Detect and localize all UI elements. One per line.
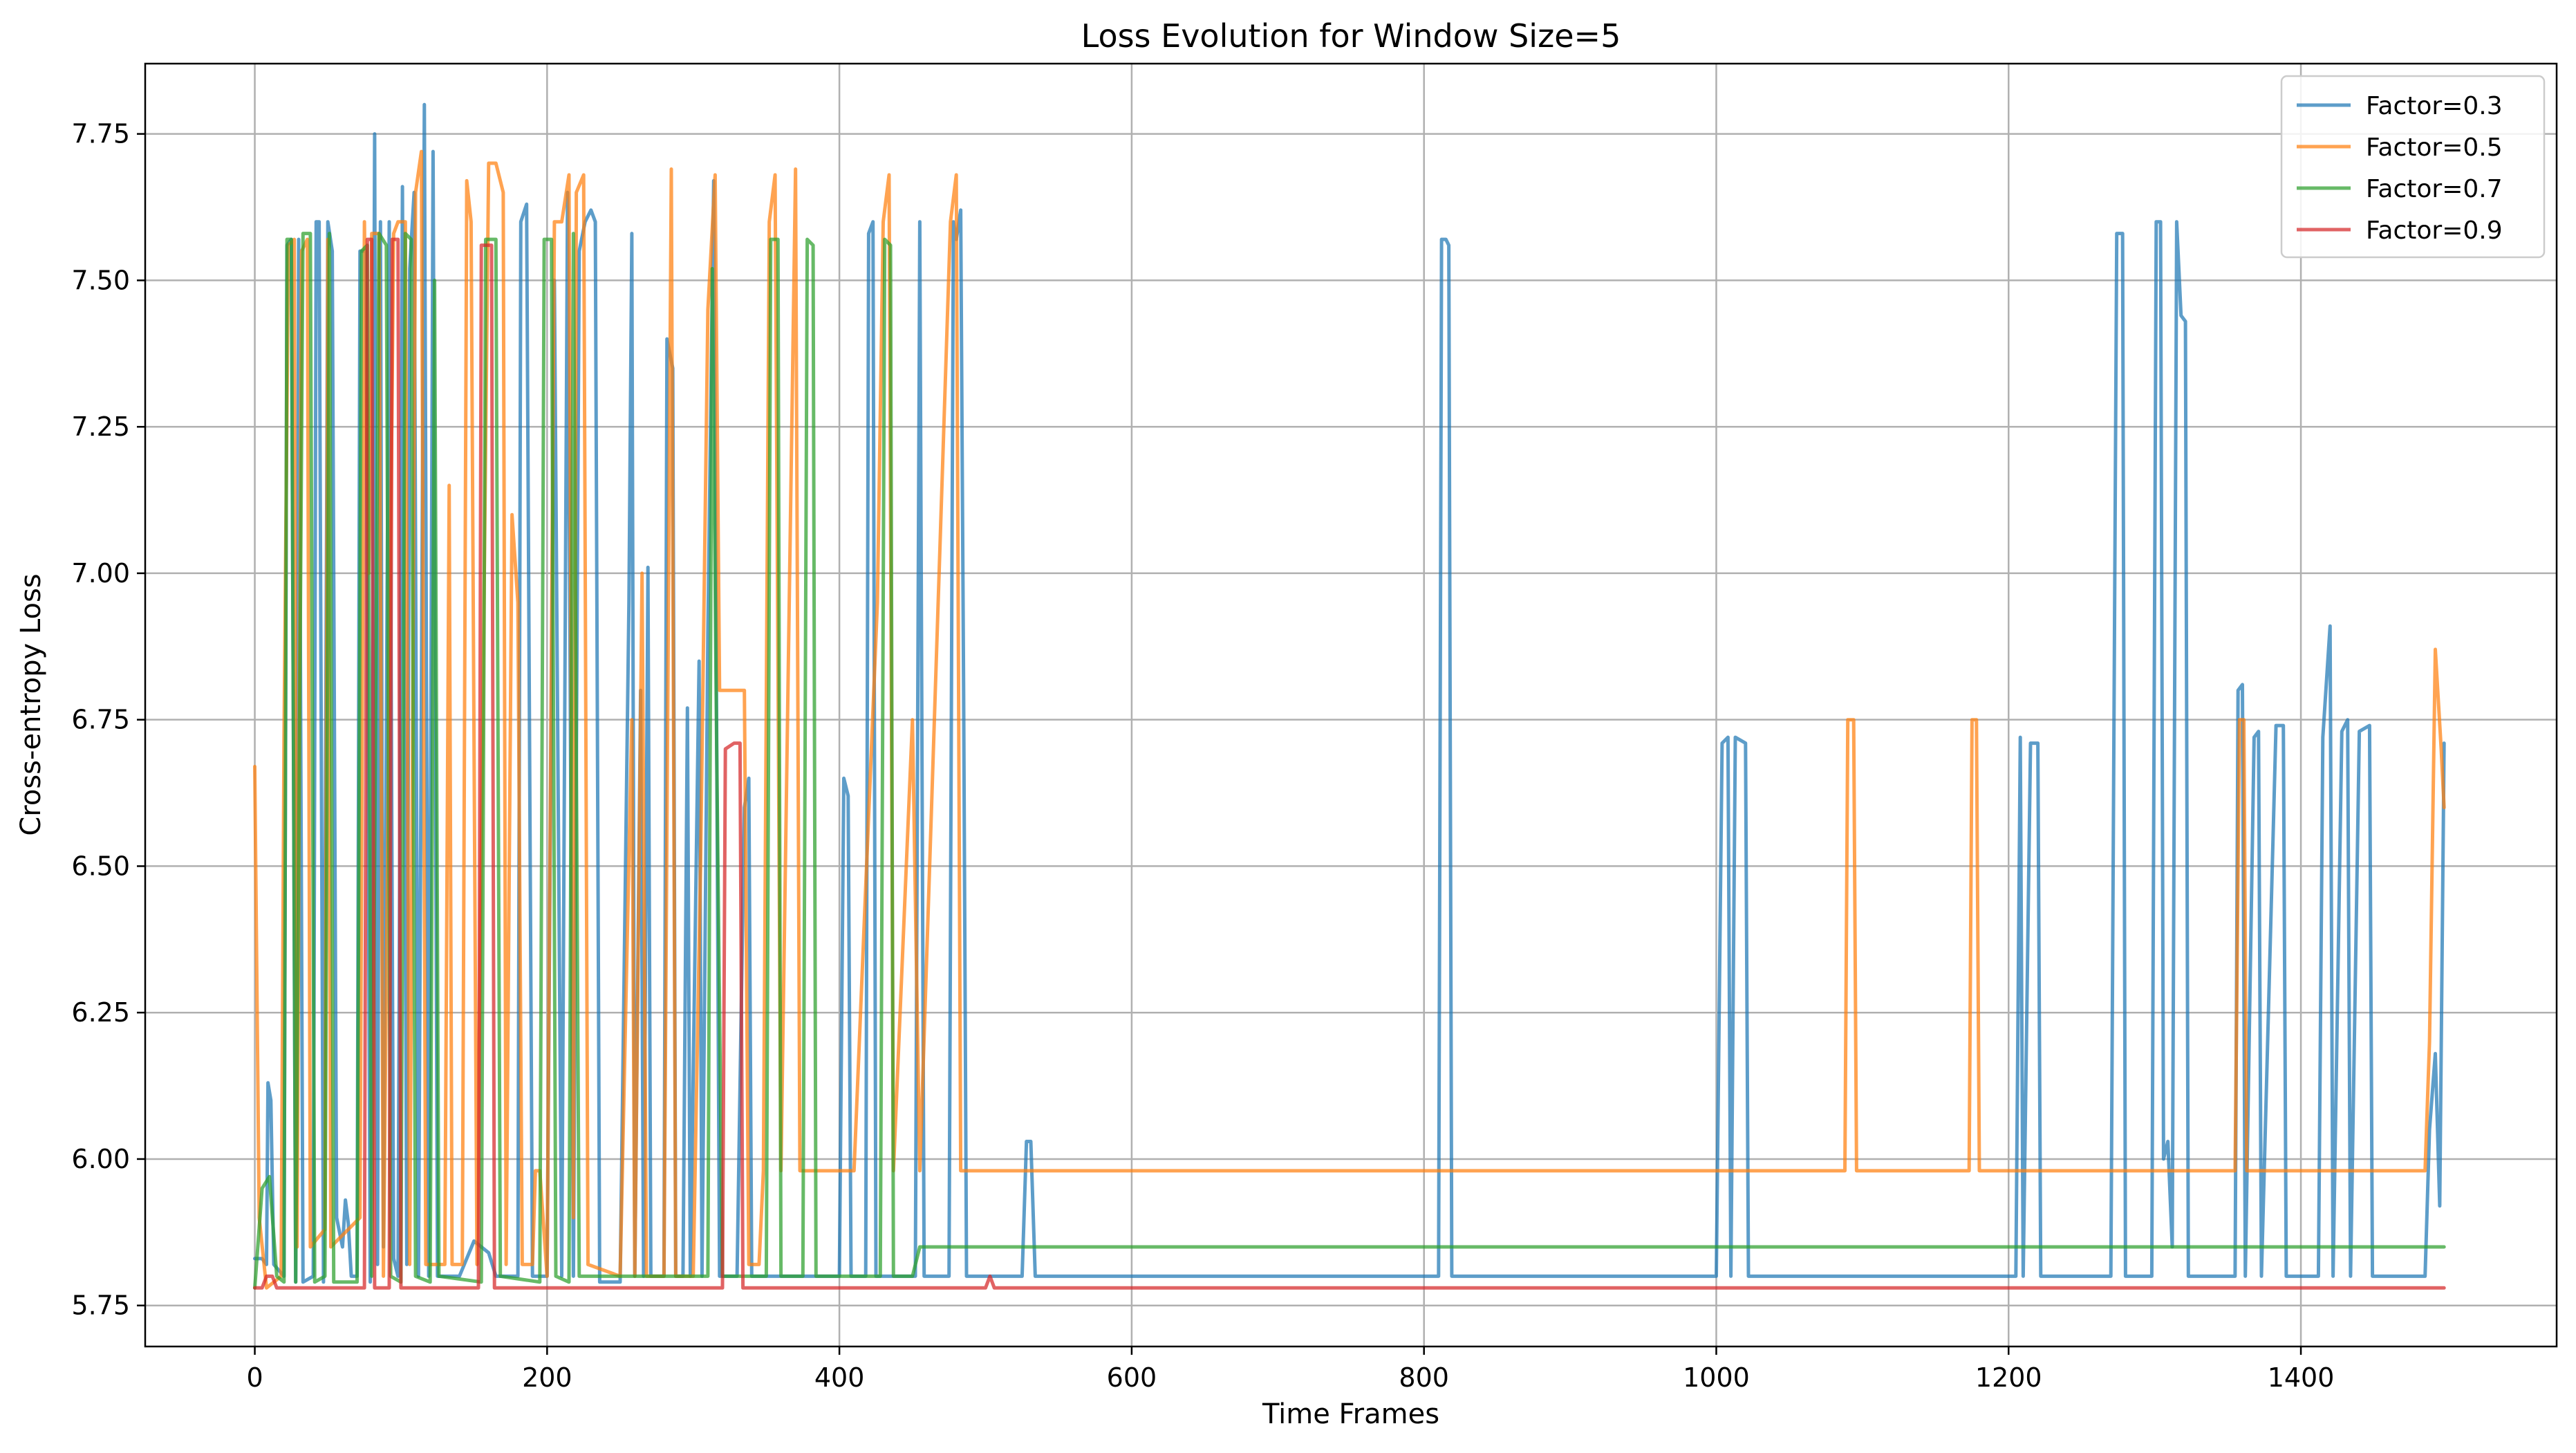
x-tick-label: 0 [246,1362,263,1393]
y-tick-label: 5.75 [71,1290,130,1321]
x-tick-label: 1400 [2268,1362,2335,1393]
legend-label: Factor=0.5 [2366,133,2503,162]
legend-label: Factor=0.3 [2366,92,2503,120]
series-line-2 [253,149,2446,1290]
series-line-4 [253,237,2446,1290]
y-tick-label: 7.25 [71,411,130,442]
y-tick-label: 6.25 [71,997,130,1028]
y-tick-label: 6.00 [71,1144,130,1174]
y-tick-label: 7.75 [71,119,130,149]
y-tick-label: 6.75 [71,705,130,735]
legend: Factor=0.3 Factor=0.5 Factor=0.7 Factor=0.9 [2280,75,2546,259]
y-tick-label: 7.00 [71,558,130,589]
x-tick-label: 200 [522,1362,572,1393]
x-axis-label: Time Frames [1262,1398,1439,1430]
legend-box [2280,75,2546,259]
y-axis-label: Cross-entropy Loss [15,573,47,835]
plot-frame [144,62,2558,1348]
ticks: 0 200 400 600 800 1000 1200 1400 5.75 6.00 6.25 6.5… [71,119,2334,1393]
x-tick-label: 400 [814,1362,865,1393]
x-tick-label: 800 [1399,1362,1449,1393]
legend-label: Factor=0.7 [2366,175,2503,203]
legend-label: Factor=0.9 [2366,216,2503,245]
x-tick-label: 1200 [1975,1362,2042,1393]
series-layer [253,102,2446,1290]
series-line-3 [253,232,2446,1290]
grid [145,64,2557,1346]
y-tick-label: 7.50 [71,265,130,295]
y-tick-label: 6.50 [71,851,130,881]
chart-title: Loss Evolution for Window Size=5 [1081,17,1621,55]
x-tick-label: 1000 [1683,1362,1750,1393]
x-tick-label: 600 [1107,1362,1157,1393]
